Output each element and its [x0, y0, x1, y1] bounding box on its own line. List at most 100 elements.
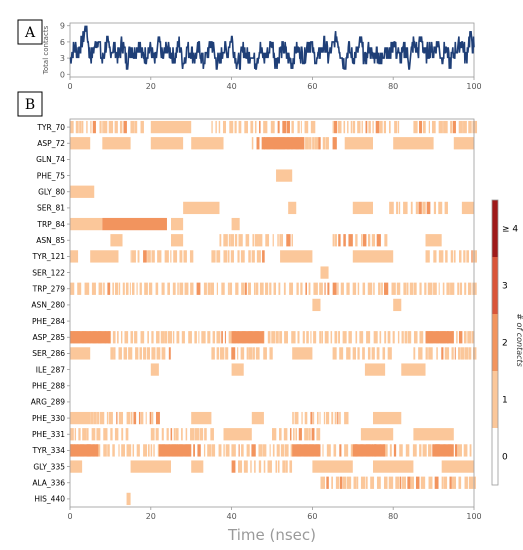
contact-cell: [322, 444, 324, 457]
contact-cell: [132, 444, 135, 457]
contact-cell: [352, 250, 394, 263]
contact-cell: [464, 347, 469, 360]
contact-cell: [300, 282, 303, 295]
contact-cell: [451, 347, 454, 360]
contact-cell: [438, 282, 440, 295]
panel-b-xtick-label: 40: [227, 512, 237, 521]
contact-cell: [282, 120, 287, 134]
contact-cell: [263, 137, 305, 150]
row-label-ser_81: SER_81: [37, 204, 65, 213]
contact-cell: [346, 282, 350, 295]
colorbar-swatch: [492, 371, 498, 428]
contact-cell: [373, 331, 378, 344]
contact-cell: [300, 120, 302, 134]
contact-cell: [243, 460, 248, 473]
contact-cell: [262, 444, 267, 457]
contact-cell: [284, 331, 288, 344]
contact-cell: [216, 282, 218, 295]
total-contacts-line: [69, 25, 475, 70]
contact-cell: [254, 460, 256, 473]
contact-cell: [150, 363, 159, 376]
row-label-tyr_334: TYR_334: [32, 446, 66, 455]
contact-cell: [158, 444, 192, 457]
contact-cell: [140, 331, 145, 344]
contact-cell: [366, 331, 371, 344]
contact-cell: [454, 444, 458, 457]
contact-cell: [337, 282, 339, 295]
contact-cell: [193, 444, 195, 457]
contact-cell: [144, 282, 148, 295]
contact-cell: [90, 120, 92, 134]
contact-cell: [458, 476, 462, 489]
contact-cell: [291, 120, 294, 134]
contact-cell: [401, 363, 426, 376]
contact-cell: [99, 411, 105, 425]
contact-cell: [419, 331, 424, 344]
contact-cell: [463, 120, 467, 134]
contact-cell: [410, 201, 413, 215]
contact-cell: [304, 411, 308, 425]
contact-cell: [371, 347, 375, 360]
contact-cell: [378, 282, 381, 295]
contact-cell: [216, 331, 221, 344]
contact-cell: [161, 347, 166, 360]
contact-cell: [99, 120, 102, 134]
contact-cell: [175, 428, 179, 441]
contact-cell: [350, 120, 352, 134]
contact-cell: [304, 428, 309, 441]
contact-cell: [139, 347, 142, 360]
contact-cell: [338, 234, 341, 247]
contact-cell: [356, 476, 359, 489]
contact-cell: [344, 411, 349, 425]
contact-cell: [318, 137, 321, 150]
contact-cell: [130, 250, 132, 263]
contact-cell: [384, 331, 387, 344]
contact-cell: [285, 460, 288, 473]
contact-cell: [118, 282, 121, 295]
contact-cell: [269, 444, 271, 457]
contact-cell: [183, 250, 187, 263]
contact-cell: [433, 250, 437, 263]
contact-cell: [207, 282, 211, 295]
contact-cell: [272, 444, 275, 457]
contact-cell: [332, 282, 337, 295]
contact-cell: [277, 120, 280, 134]
contact-cell: [419, 282, 422, 295]
contact-cell: [210, 282, 214, 295]
contact-cell: [177, 282, 179, 295]
contact-cell: [463, 250, 466, 263]
colorbar-swatch: [492, 314, 498, 371]
contact-cell: [70, 331, 111, 344]
contact-cell: [339, 411, 341, 425]
contact-cell: [427, 282, 433, 295]
contact-cell: [403, 282, 407, 295]
contact-cell: [147, 331, 149, 344]
contact-cell: [140, 120, 144, 134]
contact-cell: [347, 120, 349, 134]
contact-cell: [126, 444, 132, 457]
contact-cell: [320, 266, 329, 279]
contact-cell: [181, 428, 183, 441]
contact-cell: [376, 476, 381, 489]
panel-a-xtick-label: 100: [466, 82, 481, 91]
contact-cell: [93, 411, 97, 425]
contact-cell: [86, 120, 88, 134]
contact-cell: [388, 476, 394, 489]
contact-cell: [275, 331, 279, 344]
contact-cell: [319, 282, 323, 295]
contact-cell: [172, 282, 176, 295]
contact-cell: [463, 331, 467, 344]
contact-cell: [240, 250, 245, 263]
contact-cell: [433, 444, 454, 457]
contact-cell: [450, 282, 455, 295]
contact-cell: [392, 331, 395, 344]
contact-cell: [168, 347, 171, 360]
contact-cell: [86, 428, 89, 441]
contact-cell: [327, 282, 330, 295]
contact-cell: [258, 234, 263, 247]
contact-cell: [253, 282, 256, 295]
contact-cell: [103, 120, 108, 134]
contact-cell: [368, 234, 371, 247]
contact-cell: [70, 428, 74, 441]
contact-cell: [331, 411, 334, 425]
